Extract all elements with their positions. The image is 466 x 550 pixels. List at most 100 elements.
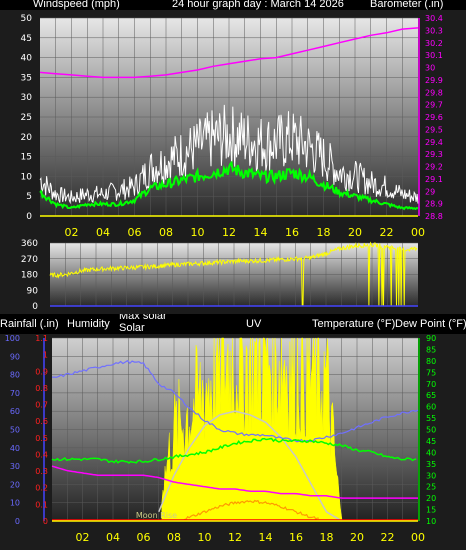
y-tick-label-barometer: 30.3 [425,26,443,35]
y-tick-label-humidity: 50 [10,426,20,435]
y-tick-label-temperature: 15 [426,506,436,515]
y-tick-label-wind: 50 [21,14,33,24]
y-tick-label-rain: 0.5 [35,434,48,443]
uv-label: UV [246,318,262,330]
y-tick-label-humidity: 90 [10,352,20,361]
y-tick-label-rain: 0.9 [35,367,48,376]
y-tick-label-humidity: 30 [10,462,20,471]
y-tick-label-barometer: 29.2 [425,163,443,172]
y-tick-label-temperature: 75 [426,368,436,377]
x-tick-label: 06 [137,531,151,544]
x-tick-label: 16 [285,226,299,239]
y-tick-label-wind: 25 [21,113,32,123]
y-tick-label-wind: 35 [21,73,32,83]
y-tick-label-barometer: 29.1 [425,175,443,184]
x-tick-label: 20 [348,226,362,239]
x-tick-label: 08 [159,226,173,239]
y-tick-label-temperature: 85 [426,345,436,354]
x-tick-label: 00 [411,226,425,239]
y-tick-label-wind: 10 [21,172,33,182]
y-tick-label-humidity: 0 [15,517,20,526]
y-tick-label-rain: 0.7 [35,401,48,410]
x-tick-label: 16 [289,531,303,544]
y-tick-label-barometer: 29.6 [425,113,443,122]
series-humidity [51,359,419,443]
y-tick-label-direction: 90 [27,286,39,296]
y-tick-label-barometer: 29.7 [425,101,443,110]
y-tick-label-rain: 0 [43,517,48,526]
y-tick-label-rain: 0.8 [35,384,48,393]
y-tick-label-temperature: 30 [426,471,436,480]
y-tick-label-wind: 5 [26,192,32,202]
y-tick-label-temperature: 50 [426,426,436,435]
temperature-axis-label: Temperature (°F) [312,318,396,330]
series-temperature [51,465,418,499]
x-tick-label: 12 [228,531,242,544]
series-max-solar [158,410,343,522]
y-tick-label-barometer: 30.1 [425,51,443,60]
solar-label: Solar [119,322,145,334]
y-tick-label-rain: 0.2 [35,484,48,493]
series-uv [181,499,319,521]
x-tick-label: 02 [76,531,90,544]
y-tick-label-barometer: 28.9 [425,200,443,209]
y-tick-label-temperature: 90 [426,334,436,343]
barometer-axis-label: Barometer (.in) [370,0,444,10]
x-tick-label: 04 [96,226,110,239]
x-tick-label: 22 [380,226,394,239]
y-tick-label-barometer: 29.4 [425,138,443,147]
y-tick-label-temperature: 40 [426,448,436,457]
x-tick-label: 10 [191,226,205,239]
y-tick-label-temperature: 65 [426,391,436,400]
y-tick-label-rain: 1.1 [35,334,48,343]
x-tick-label: 06 [128,226,142,239]
x-tick-label: 14 [254,226,268,239]
y-tick-label-wind: 0 [26,212,32,222]
y-tick-label-rain: 0.3 [35,467,48,476]
y-tick-label-barometer: 30 [425,64,435,73]
y-tick-label-wind: 20 [21,133,33,143]
y-tick-label-humidity: 60 [10,407,20,416]
x-tick-label: 18 [317,226,331,239]
wind-barometer-chart: 0 5 10 15 20 25 30 35 40 45 50 28.8 28.9 29 29.1 29.2 29… [0,10,466,240]
wind-axis-label: Windspeed (mph) [33,0,120,10]
chart-title: 24 hour graph day : March 14 2026 [172,0,344,10]
y-tick-label-humidity: 100 [5,334,20,343]
x-tick-label: 10 [198,531,212,544]
y-tick-label-humidity: 70 [10,389,20,398]
y-tick-label-direction: 270 [21,255,38,265]
y-tick-label-barometer: 30.4 [425,14,443,23]
y-tick-label-direction: 180 [21,271,38,281]
y-tick-label-temperature: 80 [426,357,436,366]
y-tick-label-temperature: 70 [426,380,436,389]
y-tick-label-direction: 0 [32,302,38,312]
x-tick-label: 08 [167,531,181,544]
x-tick-label: 22 [381,531,395,544]
series-gust [39,104,419,205]
y-tick-label-temperature: 25 [426,483,436,492]
y-tick-label-rain: 0.4 [35,450,48,459]
y-tick-label-temperature: 55 [426,414,436,423]
y-tick-label-rain: 0.6 [35,417,48,426]
rain-humidity-solar-temperature-chart: 010203040506070809010000.10.20.30.40.50.… [0,334,466,550]
y-tick-label-barometer: 29.3 [425,150,443,159]
y-tick-label-wind: 40 [21,54,33,64]
x-tick-label: 00 [411,531,425,544]
y-tick-label-barometer: 29.8 [425,88,443,97]
series-dewpoint [51,437,417,464]
y-tick-label-temperature: 45 [426,437,436,446]
series-barometer [39,27,419,79]
y-tick-label-wind: 30 [21,93,33,103]
series-windspeed [39,160,419,211]
x-tick-label: 02 [65,226,79,239]
y-tick-label-barometer: 29 [425,187,435,196]
y-tick-label-temperature: 10 [426,517,436,526]
x-tick-label: 14 [259,531,273,544]
y-tick-label-wind: 15 [21,153,32,163]
y-tick-label-humidity: 40 [10,444,20,453]
rain-axis-label: Rainfall (.in) [0,318,59,330]
y-tick-label-temperature: 35 [426,460,436,469]
y-tick-label-barometer: 30.2 [425,39,443,48]
moon-rise-label: Moon Rise [136,511,177,520]
y-tick-label-wind: 45 [21,34,32,44]
